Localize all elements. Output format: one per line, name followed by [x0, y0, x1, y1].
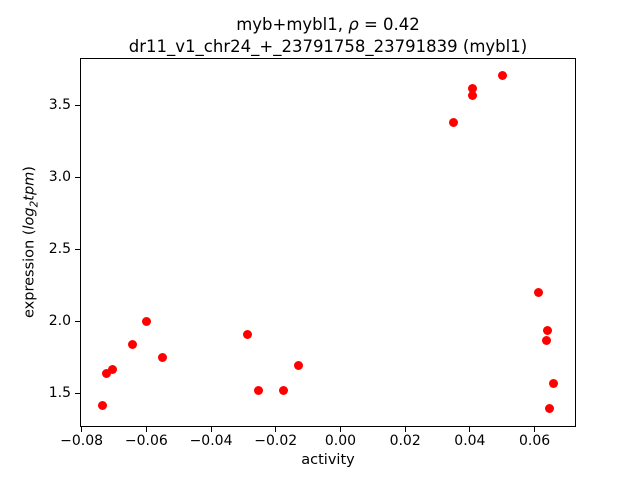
scatter-point — [98, 400, 108, 410]
scatter-point — [253, 386, 263, 396]
chart-title-suffix: = 0.42 — [358, 15, 420, 34]
x-tick-label: −0.06 — [124, 433, 168, 449]
x-tick-label: 0.00 — [324, 433, 357, 449]
scatter-point — [543, 325, 553, 335]
y-label-prefix: expression ( — [21, 229, 38, 318]
scatter-point — [102, 369, 112, 379]
x-tick-label: −0.08 — [60, 433, 104, 449]
scatter-point — [467, 83, 477, 93]
x-tick-label: 0.06 — [518, 433, 551, 449]
chart-title-block: myb+mybl1, ρ = 0.42 dr11_v1_chr24_+_2379… — [80, 14, 576, 57]
plot-area — [80, 58, 576, 427]
x-axis-label: activity — [301, 452, 355, 468]
y-tick-mark — [75, 177, 80, 179]
x-tick-mark — [210, 427, 212, 432]
scatter-point — [293, 360, 303, 370]
scatter-point — [127, 340, 137, 350]
x-tick-label: 0.04 — [454, 433, 486, 449]
scatter-point — [278, 386, 288, 396]
rho-symbol: ρ — [348, 15, 359, 34]
x-tick-mark — [339, 427, 341, 432]
y-tick-mark — [75, 321, 80, 323]
y-tick-mark — [75, 249, 80, 251]
scatter-point — [448, 118, 458, 128]
scatter-point — [549, 379, 559, 389]
x-tick-mark — [81, 427, 83, 432]
y-tick-mark — [75, 105, 80, 107]
y-tick-label: 3.0 — [48, 169, 71, 186]
scatter-point — [157, 353, 167, 363]
x-tick-mark — [145, 427, 147, 432]
x-tick-mark — [275, 427, 277, 432]
chart-title-prefix: myb+mybl1, — [236, 15, 349, 34]
x-tick-label: −0.02 — [254, 433, 298, 449]
scatter-point — [107, 364, 117, 374]
y-tick-label: 3.5 — [48, 97, 71, 114]
y-tick-label: 1.5 — [48, 385, 71, 402]
scatter-point — [534, 288, 544, 298]
x-tick-label: 0.02 — [389, 433, 421, 449]
x-tick-label: −0.04 — [189, 433, 233, 449]
scatter-point — [242, 330, 252, 340]
y-tick-label: 2.0 — [48, 313, 71, 330]
scatter-point — [544, 403, 554, 413]
x-tick-mark — [534, 427, 536, 432]
scatter-point — [467, 90, 477, 100]
y-tick-mark — [75, 393, 80, 395]
x-tick-mark — [404, 427, 406, 432]
x-tick-mark — [469, 427, 471, 432]
scatter-point — [497, 70, 507, 80]
y-label-math: log2tpm — [21, 171, 41, 230]
chart-subtitle: dr11_v1_chr24_+_23791758_23791839 (mybl1… — [128, 36, 528, 56]
scatter-point — [142, 317, 152, 327]
chart-title: myb+mybl1, ρ = 0.42 — [80, 14, 576, 36]
scatter-point — [542, 336, 552, 346]
y-axis-label: expression (log2tpm) — [22, 166, 41, 318]
y-label-close: ) — [21, 166, 38, 172]
y-tick-label: 2.5 — [48, 241, 71, 258]
